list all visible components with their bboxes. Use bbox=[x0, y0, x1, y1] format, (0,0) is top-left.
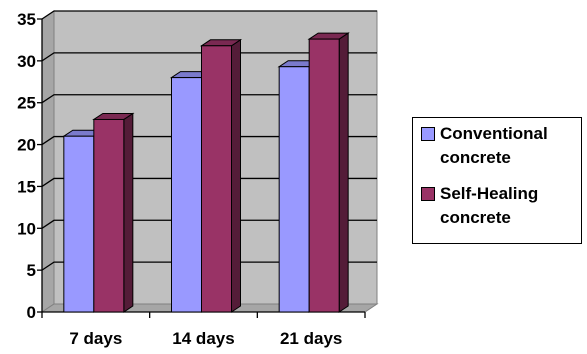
legend: Conventional concrete Self-Healing concr… bbox=[412, 117, 582, 244]
gridline bbox=[41, 94, 377, 104]
bar-conventional bbox=[278, 66, 310, 313]
bar-self-healing bbox=[93, 118, 125, 313]
y-tick-label: 20 bbox=[17, 136, 36, 155]
x-tick-label: 14 days bbox=[172, 329, 234, 348]
x-tick-label: 21 days bbox=[280, 329, 342, 348]
legend-swatch-conventional bbox=[421, 127, 435, 141]
bar-side-self-healing bbox=[123, 112, 134, 313]
bar-side-self-healing bbox=[231, 38, 241, 313]
legend-label-conventional: Conventional concrete bbox=[440, 124, 548, 167]
y-tick-label: 35 bbox=[17, 10, 36, 29]
bar-side-self-healing bbox=[338, 32, 349, 313]
y-tick-label: 30 bbox=[17, 52, 36, 71]
legend-item-self-healing: Self-Healing concrete bbox=[421, 182, 580, 230]
bar-self-healing bbox=[308, 38, 340, 313]
legend-label-self-healing: Self-Healing concrete bbox=[440, 184, 539, 227]
y-tick-label: 5 bbox=[27, 261, 36, 280]
bar-conventional bbox=[171, 77, 202, 313]
x-tick-label: 7 days bbox=[69, 329, 122, 348]
gridline bbox=[41, 135, 377, 146]
legend-swatch-self-healing bbox=[421, 187, 435, 201]
bar-self-healing bbox=[201, 45, 232, 313]
gridline bbox=[41, 219, 377, 229]
gridline bbox=[41, 177, 377, 187]
gridline bbox=[41, 261, 377, 271]
y-tick-label: 10 bbox=[17, 219, 36, 238]
y-tick-label: 25 bbox=[17, 94, 36, 113]
y-tick-label: 0 bbox=[27, 303, 36, 322]
gridline bbox=[41, 52, 377, 62]
legend-item-conventional: Conventional concrete bbox=[421, 122, 580, 170]
y-tick-label: 15 bbox=[17, 177, 36, 196]
gridline bbox=[41, 10, 377, 20]
bar-conventional bbox=[63, 135, 95, 313]
